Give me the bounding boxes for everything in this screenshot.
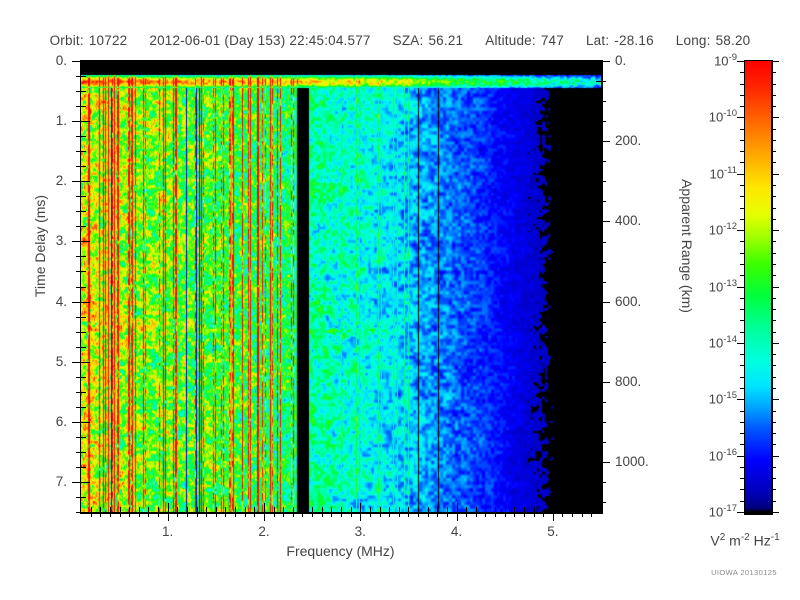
y-axis-title-right: Apparent Range (km)	[679, 179, 695, 313]
ionogram-spectrogram	[81, 61, 601, 512]
x-tick-label-2: 2.	[258, 524, 270, 539]
x-tick-label-3: 3.	[354, 524, 366, 539]
y-left-tick-label-6: 6.	[55, 413, 67, 429]
x-tick-label-5: 5.	[547, 524, 559, 539]
header-info: Orbit: 10722 2012-06-01 (Day 153) 22:45:0…	[0, 30, 800, 50]
colorbar-gradient	[745, 61, 771, 512]
header-field-long: Long: 58.20	[675, 32, 751, 48]
y-left-tick-label-5: 5.	[55, 353, 67, 369]
y-left-tick-label-1: 1.	[55, 113, 67, 129]
x-tick-label-4: 4.	[450, 524, 463, 539]
y-left-tick-label-7: 7.	[55, 473, 67, 489]
datetime-value: 2012-06-01 (Day 153) 22:45:04.577	[149, 32, 371, 48]
colorbar-units-label: V2 m-2 Hz-1	[710, 532, 780, 549]
y-right-tick-label-5: 1000.	[615, 454, 649, 470]
long-value: 58.20	[715, 32, 751, 48]
x-axis-title: Frequency (MHz)	[286, 543, 395, 559]
y-left-tick-label-0: 0.	[55, 53, 67, 68]
header-field-lat: Lat: -28.16	[585, 32, 654, 48]
header-field-altitude: Altitude: 747	[485, 32, 564, 48]
y-right-tick-label-1: 200.	[615, 133, 642, 149]
header-field-datetime: 2012-06-01 (Day 153) 22:45:04.577	[149, 33, 370, 48]
orbit-value: 10722	[88, 32, 128, 48]
credit-label: UIOWA 20130125	[711, 568, 777, 577]
lat-value: -28.16	[614, 32, 654, 48]
y-right-tick-label-3: 600.	[615, 293, 642, 309]
colorbar-tick-label--15: 10-15	[708, 390, 737, 407]
colorbar-tick-label--14: 10-14	[708, 333, 737, 351]
altitude-value: 747	[540, 32, 564, 48]
colorbar-tick-label--16: 10-16	[708, 446, 737, 463]
y-right-tick-label-2: 400.	[615, 213, 642, 229]
y-axis-title-left: Time Delay (ms)	[32, 194, 48, 298]
x-tick-label-1: 1.	[162, 524, 174, 539]
colorbar-tick-label--10: 10-10	[708, 108, 737, 125]
header-field-sza: SZA: 56.21	[392, 32, 464, 48]
header-field-orbit: Orbit: 10722	[49, 32, 128, 48]
sza-value: 56.21	[428, 32, 464, 48]
y-right-tick-label-4: 800.	[615, 373, 642, 389]
y-right-tick-label-0: 0.	[615, 53, 627, 68]
colorbar-tick-label--9: 10-9	[714, 52, 737, 69]
colorbar-tick-label--17: 10-17	[708, 503, 737, 520]
